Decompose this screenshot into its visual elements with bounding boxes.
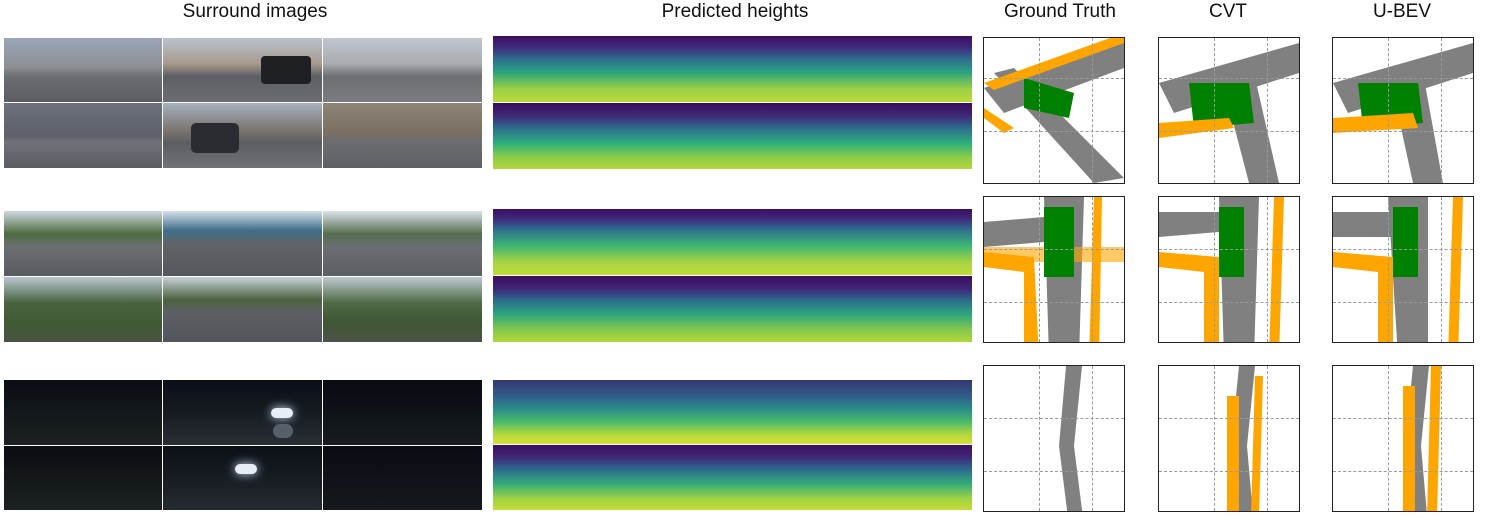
camera-front bbox=[163, 380, 322, 445]
camera-front-right bbox=[323, 38, 482, 102]
lane-divider bbox=[984, 108, 1014, 133]
road-reflection bbox=[273, 424, 293, 438]
camera-front bbox=[163, 38, 322, 102]
lane-divider bbox=[1333, 252, 1393, 342]
bev-ubev-row-2 bbox=[1332, 196, 1474, 343]
car-shape bbox=[261, 56, 311, 84]
lane-divider bbox=[1403, 386, 1415, 511]
lane-divider bbox=[984, 252, 1039, 342]
camera-back-right bbox=[323, 277, 482, 342]
camera-front-left bbox=[4, 380, 162, 445]
header-cvt: CVT bbox=[1209, 1, 1247, 22]
bev-cvt-row-3 bbox=[1158, 365, 1300, 512]
headlights bbox=[235, 464, 257, 474]
headlights bbox=[271, 408, 293, 418]
crossing-region bbox=[1219, 207, 1244, 277]
car-shape bbox=[191, 123, 239, 153]
surround-images-row-3 bbox=[4, 380, 482, 510]
lane-divider bbox=[1089, 197, 1102, 342]
camera-back-right bbox=[323, 446, 482, 510]
camera-back bbox=[163, 103, 322, 168]
lane-divider bbox=[1448, 197, 1463, 342]
camera-front-left bbox=[4, 38, 162, 102]
road-region bbox=[984, 217, 1044, 247]
bev-ground-truth-row-2 bbox=[983, 196, 1125, 343]
heightmap-front bbox=[493, 209, 972, 275]
camera-back bbox=[163, 277, 322, 342]
crossing-region bbox=[1189, 83, 1254, 128]
lane-divider bbox=[984, 38, 1124, 90]
lane-divider bbox=[1227, 396, 1239, 511]
bev-ground-truth-row-1 bbox=[983, 37, 1125, 184]
road-region bbox=[1333, 212, 1393, 237]
bev-ubev-row-1 bbox=[1332, 37, 1474, 184]
heightmap-front bbox=[493, 36, 972, 102]
header-predicted-heights: Predicted heights bbox=[661, 1, 809, 22]
camera-back-right bbox=[323, 103, 482, 168]
camera-back-left bbox=[4, 277, 162, 342]
header-surround-images: Surround images bbox=[182, 1, 328, 22]
heightmap-back bbox=[493, 276, 972, 342]
lane-divider bbox=[1333, 113, 1418, 133]
surround-images-row-2 bbox=[4, 211, 482, 342]
header-ground-truth: Ground Truth bbox=[1004, 1, 1116, 22]
camera-front bbox=[163, 211, 322, 276]
crossing-region bbox=[1024, 78, 1074, 118]
bev-cvt-row-1 bbox=[1158, 37, 1300, 184]
road-region bbox=[1059, 366, 1083, 511]
heightmap-back bbox=[493, 103, 972, 169]
bev-ubev-row-3 bbox=[1332, 365, 1474, 512]
camera-front-right bbox=[323, 211, 482, 276]
camera-back-left bbox=[4, 103, 162, 168]
lane-divider bbox=[1159, 118, 1234, 138]
camera-back bbox=[163, 446, 322, 510]
crossing-region bbox=[1393, 207, 1418, 277]
predicted-heights-row-1 bbox=[493, 36, 972, 169]
lane-divider bbox=[1427, 366, 1441, 511]
lane-divider bbox=[1251, 376, 1263, 511]
predicted-heights-row-2 bbox=[493, 209, 972, 342]
lane-divider bbox=[1269, 197, 1284, 342]
header-ubev: U-BEV bbox=[1372, 1, 1432, 22]
road-region bbox=[1159, 212, 1219, 237]
heightmap-front bbox=[493, 380, 972, 444]
surround-images-row-1 bbox=[4, 38, 482, 168]
camera-front-left bbox=[4, 211, 162, 276]
bev-ground-truth-row-3 bbox=[983, 365, 1125, 512]
camera-front-right bbox=[323, 380, 482, 445]
crossing-region bbox=[1044, 207, 1074, 277]
camera-back-left bbox=[4, 446, 162, 510]
predicted-heights-row-3 bbox=[493, 380, 972, 510]
bev-cvt-row-2 bbox=[1158, 196, 1300, 343]
heightmap-back bbox=[493, 445, 972, 510]
lane-divider bbox=[1159, 252, 1219, 342]
